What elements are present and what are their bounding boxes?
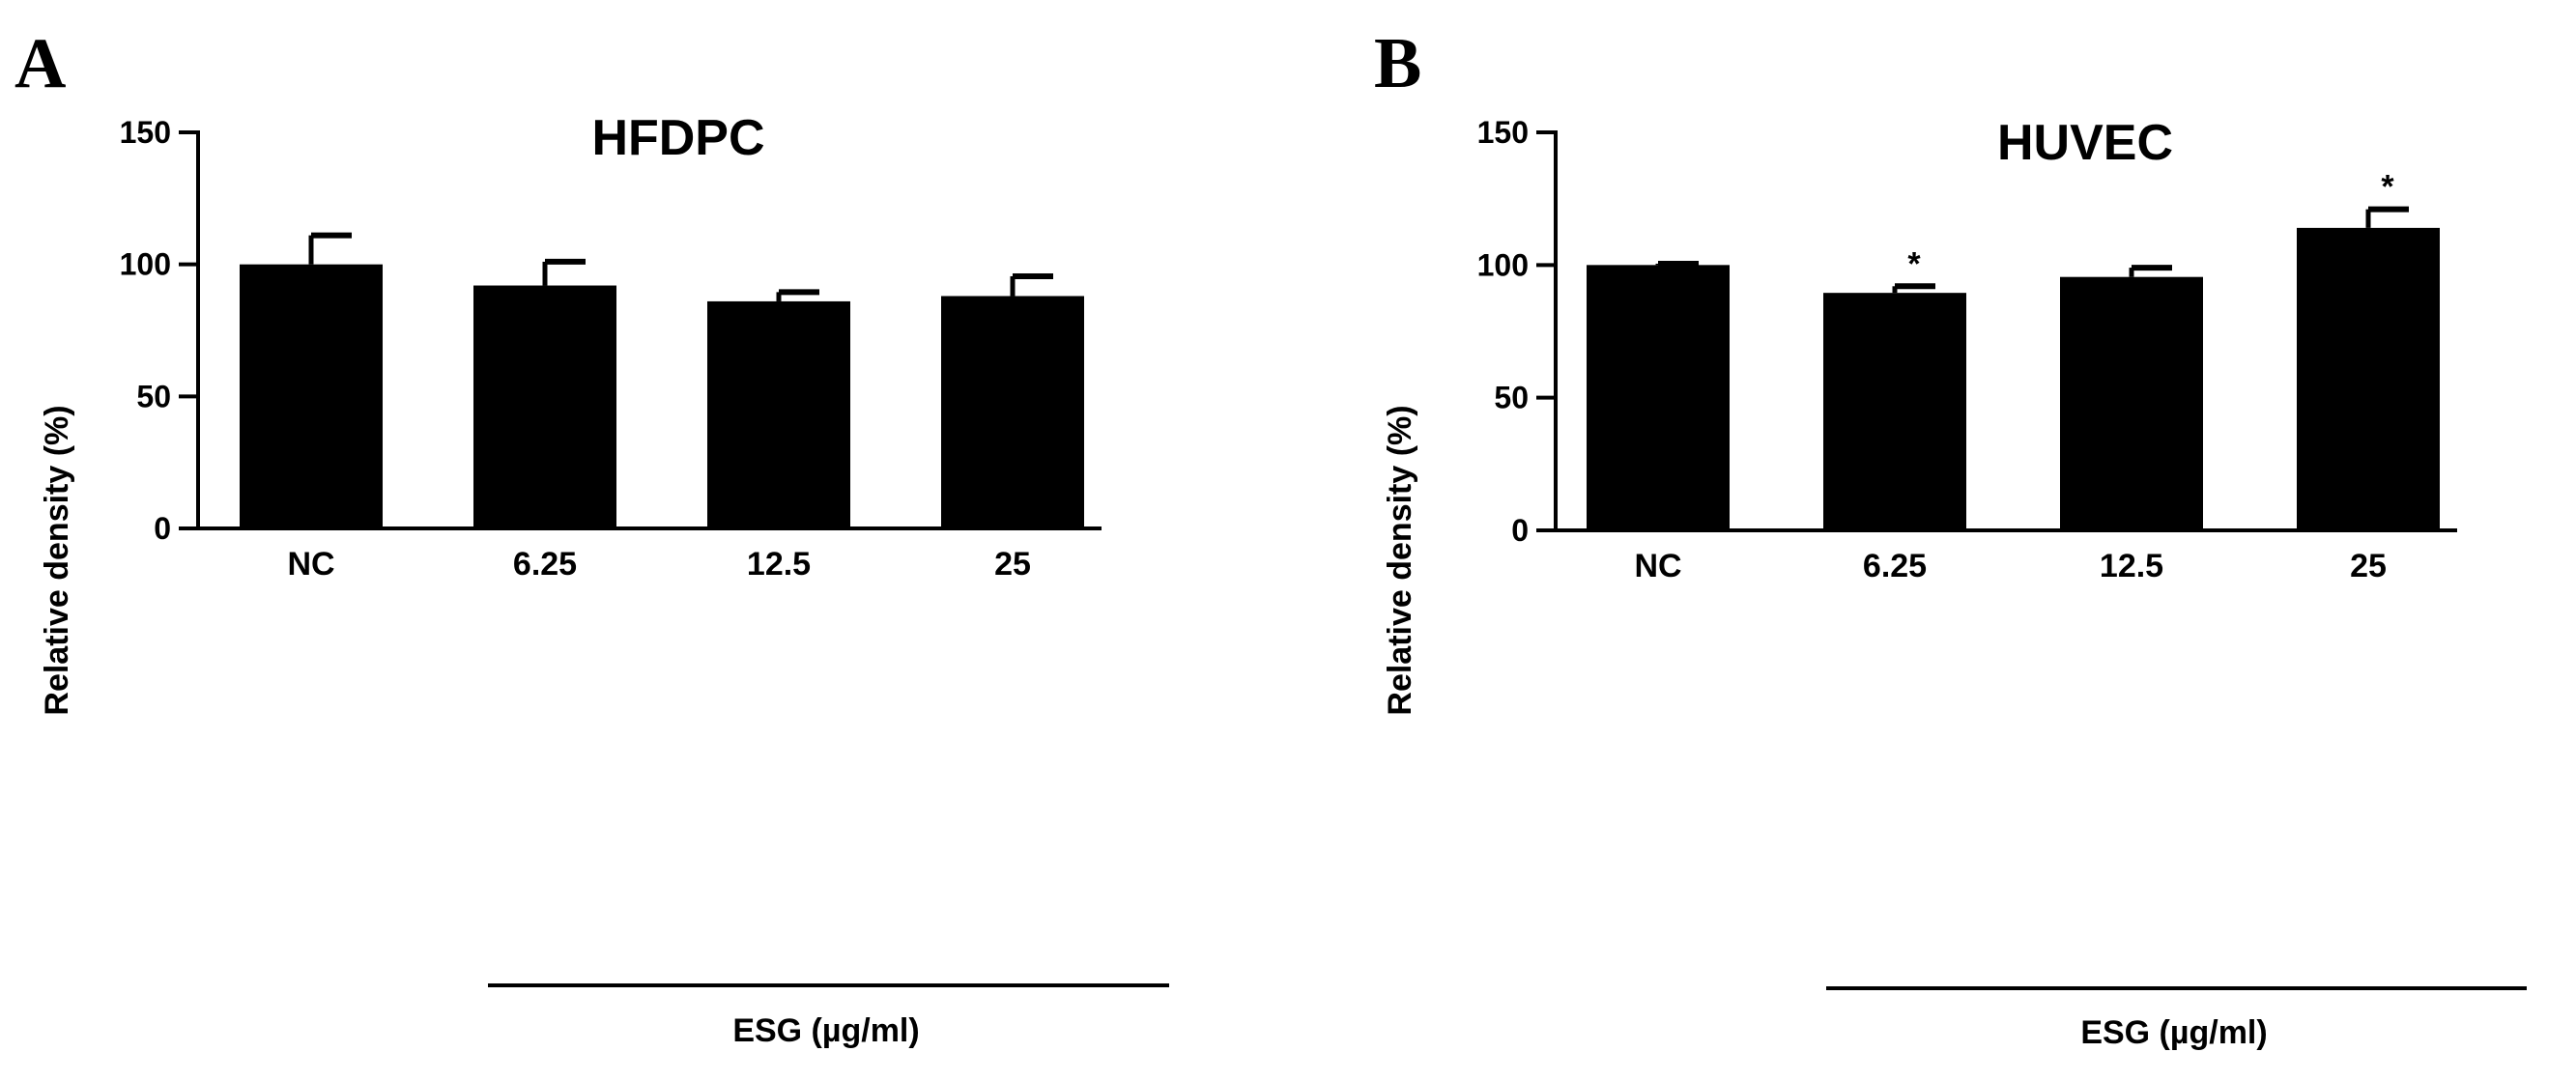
y-axis-label: Relative density (%) (39, 405, 75, 715)
y-tick-label: 150 (1477, 115, 1529, 150)
group-label: ESG (µg/ml) (2080, 1014, 2267, 1051)
y-tick-label: 100 (1477, 247, 1529, 282)
x-tick-label: 12.5 (747, 546, 811, 583)
significance-mark: * (1907, 245, 1921, 282)
x-tick-label: NC (1634, 548, 1681, 584)
bar-series: ** (1587, 169, 2440, 530)
panel-a: A HFDPC Relative density (%) 0 50 100 150 N… (14, 24, 1169, 1049)
y-tick-label: 50 (136, 379, 171, 413)
panel-letter: B (1374, 24, 1421, 103)
panel-b: B HUVEC Relative density (%) 0 50 100 150 *… (1374, 24, 2527, 1051)
significance-mark: * (2381, 169, 2394, 206)
y-tick-label: 50 (1494, 381, 1529, 415)
x-tick-label: NC (287, 546, 334, 583)
y-tick-label: 0 (1511, 513, 1529, 548)
chart-title: HFDPC (591, 110, 764, 166)
y-tick-label: 150 (120, 115, 171, 150)
group-label: ESG (µg/ml) (732, 1012, 919, 1049)
bar (941, 296, 1084, 528)
y-axis-ticks: 0 50 100 150 (1477, 115, 1556, 548)
x-axis-tick-labels: NC 6.25 12.5 25 (1634, 548, 2386, 584)
bar (707, 300, 850, 528)
x-tick-label: 25 (994, 546, 1031, 583)
x-tick-label: 6.25 (513, 546, 577, 583)
x-tick-label: 6.25 (1863, 548, 1927, 584)
y-tick-label: 0 (154, 511, 171, 546)
y-axis-ticks: 0 50 100 150 (120, 115, 198, 546)
bar (240, 264, 383, 528)
y-tick-label: 100 (120, 247, 171, 282)
y-axis-label: Relative density (%) (1382, 405, 1418, 715)
x-tick-label: 12.5 (2100, 548, 2163, 584)
bar (2297, 227, 2440, 530)
x-tick-label: 25 (2350, 548, 2387, 584)
bar (1823, 293, 1966, 530)
x-axis-tick-labels: NC 6.25 12.5 25 (287, 546, 1030, 583)
chart-title: HUVEC (1997, 115, 2173, 171)
bar-series (240, 232, 1084, 528)
bar (2060, 276, 2203, 530)
bar (473, 285, 616, 528)
panel-letter: A (14, 24, 66, 103)
bar (1587, 265, 1730, 530)
